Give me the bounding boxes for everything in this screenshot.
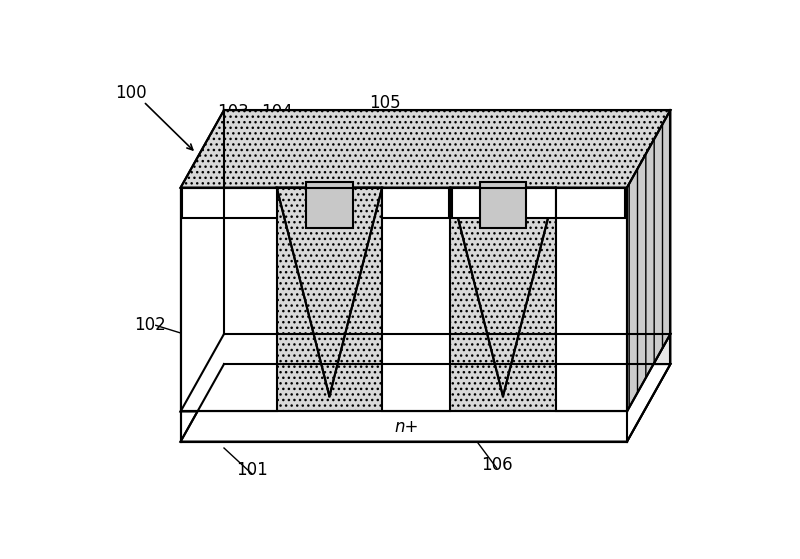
Text: p: p xyxy=(454,218,465,236)
Polygon shape xyxy=(556,188,627,411)
Polygon shape xyxy=(181,188,627,411)
Text: 104: 104 xyxy=(261,103,293,121)
Bar xyxy=(306,182,353,229)
Bar xyxy=(451,188,556,217)
Bar xyxy=(556,188,625,217)
Text: 101: 101 xyxy=(236,461,268,480)
Text: p: p xyxy=(299,218,310,236)
Polygon shape xyxy=(181,411,627,442)
Text: 103: 103 xyxy=(218,103,249,121)
Text: 102: 102 xyxy=(134,316,166,334)
Polygon shape xyxy=(181,334,670,411)
Bar xyxy=(182,188,277,217)
Text: n+: n+ xyxy=(394,418,419,437)
Text: 105: 105 xyxy=(370,94,401,112)
Polygon shape xyxy=(181,188,277,411)
Text: 106: 106 xyxy=(481,456,513,474)
Polygon shape xyxy=(382,188,450,411)
Text: n+: n+ xyxy=(534,158,556,173)
Text: p: p xyxy=(224,218,234,236)
Polygon shape xyxy=(181,110,670,188)
Polygon shape xyxy=(181,364,670,442)
Polygon shape xyxy=(277,188,382,396)
Bar xyxy=(382,188,449,217)
Polygon shape xyxy=(627,334,670,442)
Text: p: p xyxy=(529,218,539,236)
Polygon shape xyxy=(450,188,556,396)
Bar xyxy=(480,182,526,229)
Text: 100: 100 xyxy=(115,84,147,102)
Polygon shape xyxy=(627,110,670,411)
